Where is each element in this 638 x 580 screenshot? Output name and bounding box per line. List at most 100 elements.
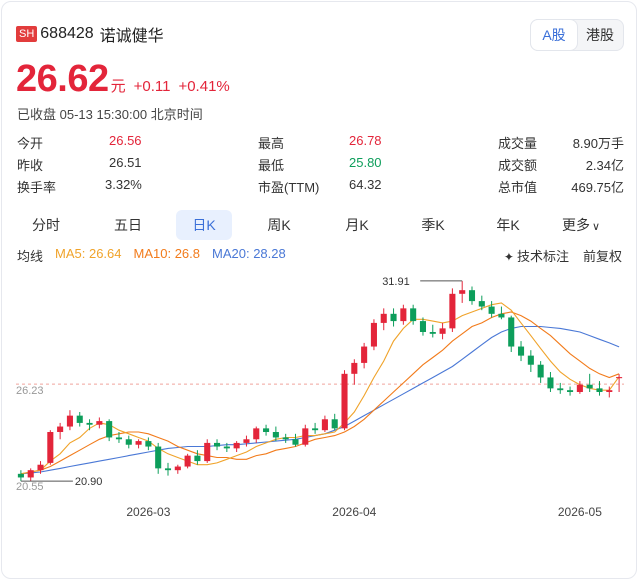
min-price-label: 20.90: [75, 476, 103, 488]
ma-legend-label[interactable]: 均线: [17, 249, 44, 264]
candle-body: [233, 442, 240, 449]
chevron-down-icon: ∨: [591, 221, 601, 233]
candle-body: [537, 364, 544, 378]
candle-body: [164, 468, 172, 471]
candle-body: [272, 432, 279, 438]
market-switch: A股 港股: [530, 19, 624, 51]
x-axis-tick-label: 2026-05: [558, 505, 602, 519]
price-row: 26.62 元 +0.11 +0.41%: [16, 58, 230, 101]
stat-value-market-cap: 469.75亿: [571, 180, 624, 195]
candle-body: [37, 464, 44, 471]
ma-legend: 均线 MA5: 26.64 MA10: 26.8 MA20: 28.28: [17, 246, 286, 265]
candle-body: [213, 442, 221, 447]
candle-body: [576, 384, 583, 392]
tab-intraday[interactable]: 分时: [32, 217, 60, 233]
candle-body: [57, 426, 64, 432]
candle-body: [410, 308, 417, 322]
tab-weekly-k[interactable]: 周K: [267, 217, 291, 233]
candle-body: [302, 428, 309, 445]
adjust-button[interactable]: 前复权: [582, 249, 622, 264]
stat-label-turnover: 换手率: [17, 180, 57, 195]
more-label: 更多: [561, 217, 590, 233]
stat-value-prev-close: 26.51: [109, 155, 142, 170]
candle-body: [66, 415, 73, 427]
tab-monthly-k[interactable]: 月K: [345, 217, 369, 233]
candle-body: [321, 419, 328, 431]
stock-header: SH 688428 诺诚健华: [16, 22, 164, 46]
candle-body: [47, 432, 54, 463]
candle-body: [282, 437, 289, 440]
ma5-line: [20, 302, 620, 475]
candle-body: [508, 317, 515, 347]
x-axis-tick-label: 2026-03: [126, 505, 170, 519]
tab-more[interactable]: 更多 ∨: [538, 210, 624, 240]
stat-value-open: 26.56: [109, 133, 142, 148]
stat-value-high: 26.78: [349, 133, 382, 148]
candle-body: [361, 346, 368, 363]
tab-five-day[interactable]: 五日: [114, 217, 142, 233]
candle-body: [616, 377, 623, 379]
y-axis-label: 20.55: [16, 481, 44, 493]
tab-yearly-k[interactable]: 年K: [496, 217, 520, 233]
stat-label-prev-close: 昨收: [17, 158, 44, 173]
price-change: +0.11: [133, 78, 171, 95]
stat-label-low: 最低: [258, 158, 285, 173]
stat-value-low: 25.80: [349, 155, 382, 170]
candle-body: [547, 377, 554, 389]
price-change-pct: +0.41%: [178, 78, 230, 95]
exchange-badge: SH: [16, 26, 38, 42]
candle-body: [204, 442, 211, 462]
candle-body: [174, 466, 181, 471]
candle-body: [557, 388, 564, 391]
stats-grid: 今开 26.56 最高 26.78 成交量 8.90万手 昨收 26.51 最低…: [17, 130, 627, 196]
candle-body: [380, 313, 387, 323]
stat-value-volume: 8.90万手: [572, 136, 624, 151]
candle-body: [125, 439, 132, 445]
candle-body: [370, 322, 377, 347]
stats-row: 昨收 26.51 最低 25.80 成交额 2.34亿: [17, 152, 627, 174]
tab-daily-k[interactable]: 日K: [176, 210, 232, 240]
stats-row: 换手率 3.32% 市盈(TTM) 64.32 总市值 469.75亿: [17, 174, 627, 196]
max-price-label: 31.91: [382, 276, 410, 288]
ma20-line: [20, 325, 620, 475]
candle-body: [488, 306, 495, 314]
technical-annotation-label: 技术标注: [516, 249, 569, 264]
candle-body: [341, 373, 348, 429]
candle-body: [517, 346, 525, 356]
candle-body: [390, 313, 397, 322]
stat-value-amount: 2.34亿: [585, 158, 624, 173]
candle-body: [331, 419, 338, 429]
candle-body: [145, 441, 152, 447]
tab-quarterly-k[interactable]: 季K: [421, 217, 445, 233]
candle-body: [400, 308, 407, 322]
tab-hk-share[interactable]: 港股: [586, 27, 614, 43]
price-unit: 元: [110, 78, 126, 95]
last-price: 26.62: [16, 58, 109, 100]
candle-body: [292, 439, 299, 445]
stat-label-pe: 市盈(TTM): [258, 180, 320, 195]
candle-body: [106, 421, 113, 438]
stats-row: 今开 26.56 最高 26.78 成交量 8.90万手: [17, 130, 627, 152]
stat-value-turnover: 3.32%: [105, 177, 142, 192]
stat-value-pe: 64.32: [349, 177, 382, 192]
tab-a-share[interactable]: A股: [531, 20, 577, 50]
candle-body: [76, 415, 83, 423]
technical-annotation-button[interactable]: ✦ 技术标注: [504, 246, 569, 265]
candle-body: [596, 388, 603, 392]
stock-name: 诺诚健华: [99, 28, 164, 45]
candle-body: [567, 390, 574, 392]
kline-chart[interactable]: 26.23 20.55 31.91 20.90 2026-03 2026-04 2026-0…: [2, 264, 636, 529]
y-axis-label: 26.23: [16, 385, 44, 397]
market-status: 已收盘 05-13 15:30:00 北京时间: [17, 107, 203, 122]
candle-body: [586, 384, 593, 389]
stat-label-open: 今开: [17, 136, 44, 151]
candle-body: [429, 332, 436, 334]
candle-body: [439, 328, 446, 334]
candle-body: [468, 290, 476, 302]
candle-body: [115, 437, 123, 440]
candle-body: [86, 422, 93, 425]
candle-body: [351, 362, 358, 374]
stat-label-market-cap: 总市值: [498, 180, 538, 195]
candle-body: [419, 321, 427, 332]
